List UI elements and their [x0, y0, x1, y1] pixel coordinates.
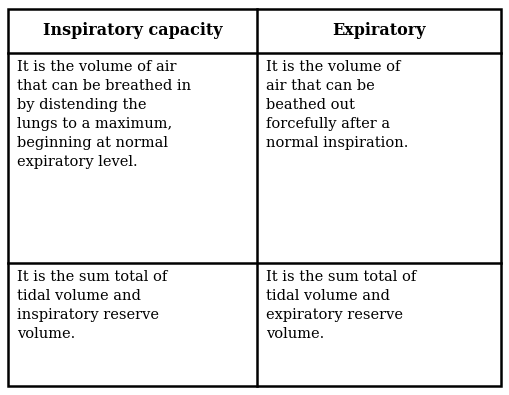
- Text: It is the sum total of
tidal volume and
expiratory reserve
volume.: It is the sum total of tidal volume and …: [266, 270, 416, 341]
- Text: Inspiratory capacity: Inspiratory capacity: [43, 23, 222, 40]
- Text: It is the volume of air
that can be breathed in
by distending the
lungs to a max: It is the volume of air that can be brea…: [17, 60, 191, 169]
- Text: It is the sum total of
tidal volume and
inspiratory reserve
volume.: It is the sum total of tidal volume and …: [17, 270, 167, 341]
- Text: It is the volume of
air that can be
beathed out
forcefully after a
normal inspir: It is the volume of air that can be beat…: [266, 60, 409, 150]
- Text: Expiratory: Expiratory: [332, 23, 426, 40]
